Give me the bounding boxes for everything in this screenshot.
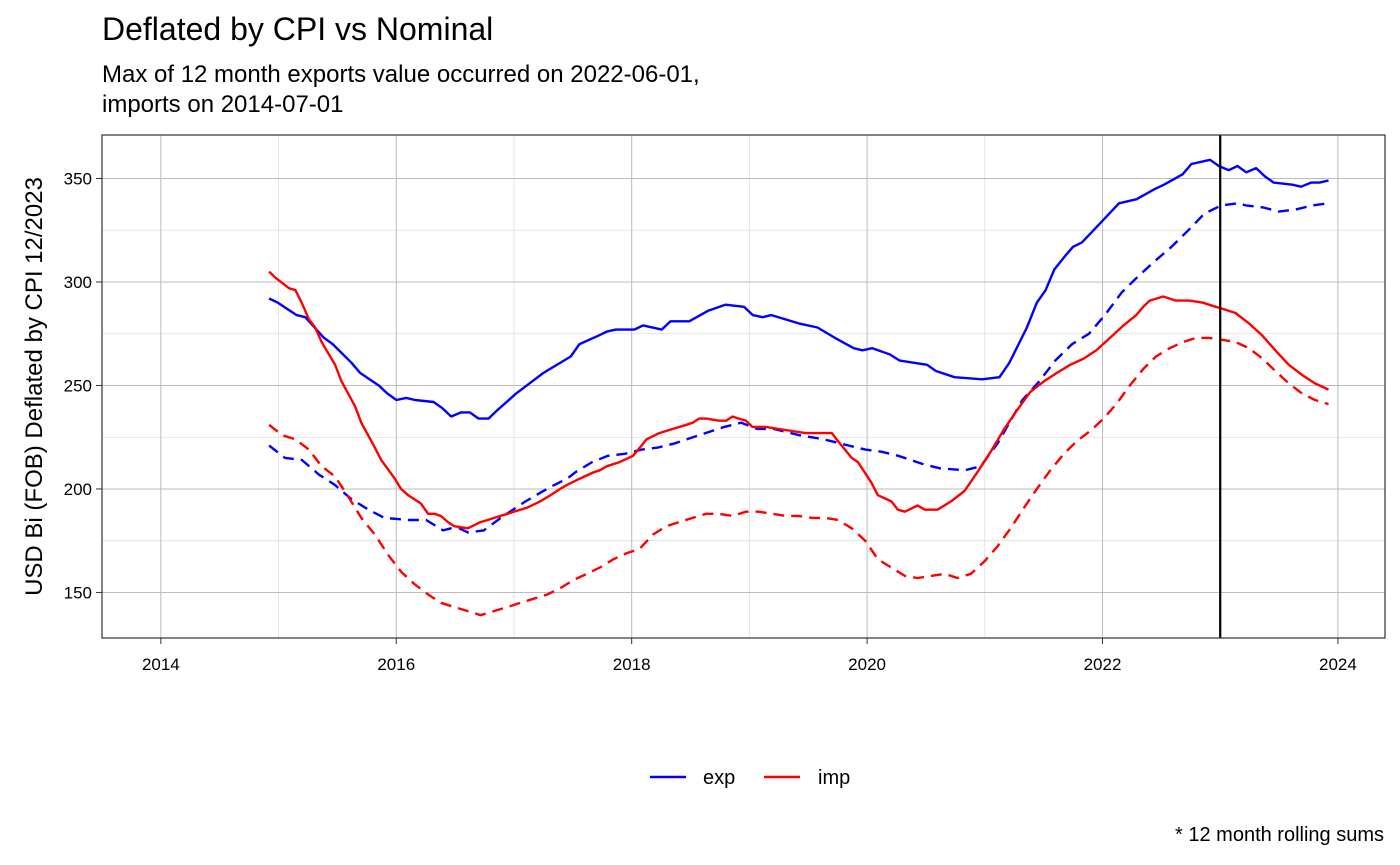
legend-exp-label: exp <box>703 767 735 789</box>
x-tick-label: 2014 <box>142 655 180 674</box>
series-line-imp-nominal <box>268 336 1329 617</box>
x-tick-label: 2018 <box>613 655 651 674</box>
subtitle-line-1: Max of 12 month exports value occurred o… <box>102 61 700 88</box>
major-gridlines <box>102 135 1385 638</box>
series-layer <box>268 158 1330 617</box>
y-tick-label: 150 <box>64 583 92 602</box>
legend-imp-label: imp <box>818 767 850 789</box>
panel-border <box>101 134 1386 639</box>
series-line-exp-nominal <box>268 202 1329 534</box>
y-axis-label: USD Bi (FOB) Deflated by CPI 12/2023 <box>21 177 48 596</box>
x-axis: 2014 2016 2018 2020 2022 2024 <box>142 638 1357 674</box>
y-tick-label: 250 <box>64 376 92 395</box>
subtitle-line-2: imports on 2014-07-01 <box>102 91 344 118</box>
y-axis: 150 200 250 300 350 <box>64 169 102 602</box>
chart-title: Deflated by CPI vs Nominal <box>102 11 494 47</box>
chart-subtitle: Max of 12 month exports value occurred o… <box>102 60 700 120</box>
x-tick-label: 2022 <box>1084 655 1122 674</box>
x-tick-label: 2024 <box>1319 655 1357 674</box>
legend: exp imp <box>650 767 850 789</box>
x-tick-label: 2020 <box>848 655 886 674</box>
series-line-imp <box>268 270 1330 530</box>
x-tick-label: 2016 <box>377 655 415 674</box>
minor-gridlines <box>102 135 1385 638</box>
series-line-exp <box>268 158 1329 420</box>
chart-caption: * 12 month rolling sums <box>1175 824 1384 846</box>
y-tick-label: 300 <box>64 273 92 292</box>
y-tick-label: 200 <box>64 480 92 499</box>
y-tick-label: 350 <box>64 169 92 188</box>
